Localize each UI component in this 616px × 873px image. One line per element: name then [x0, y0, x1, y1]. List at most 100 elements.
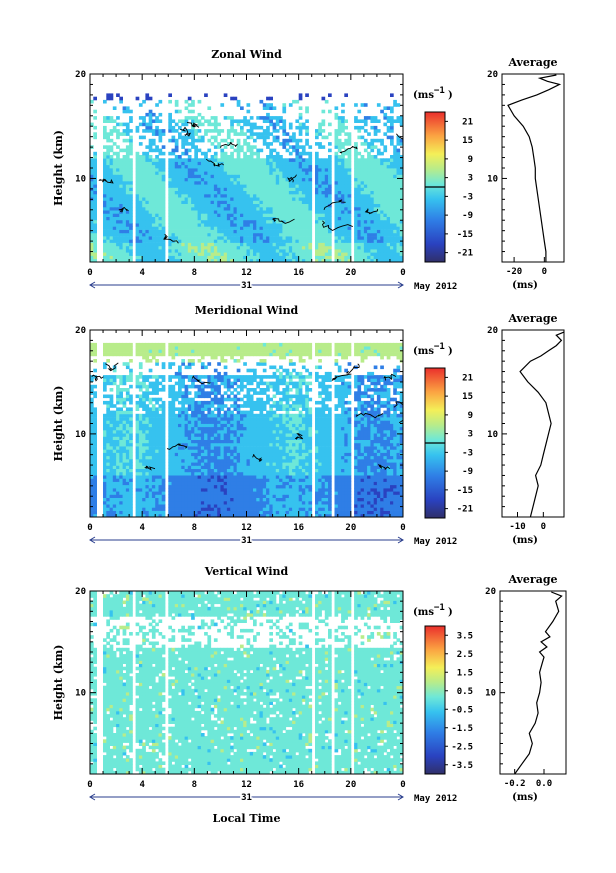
contour-line [98, 178, 114, 184]
contour-line [321, 220, 353, 232]
y-tick-label: 20 [75, 326, 86, 336]
contour-line [323, 199, 346, 210]
day-bar: 31 May 2012 [89, 792, 457, 805]
contour-line [166, 443, 188, 450]
colorbar: (ms −1) 21 15 9 3 -3 -9 -15 -21 [413, 342, 473, 519]
day-arrow-right [397, 281, 404, 289]
x-tick-label: 20 [345, 780, 356, 790]
avg-y-tick-label: 10 [487, 174, 498, 184]
colorbar-tick-label: 21 [462, 117, 473, 127]
x-tick-label: 8 [192, 523, 197, 533]
day-label: 31 [241, 536, 252, 546]
day-bar: 31 May 2012 [89, 280, 457, 293]
heatmap-cells [90, 93, 404, 263]
contour-line [163, 233, 179, 244]
contour-line [364, 208, 379, 215]
avg-y-tick-label: 10 [485, 689, 496, 699]
avg-x-tick-label: 0 [542, 267, 547, 277]
day-label: 31 [241, 793, 252, 803]
contour-line [272, 218, 295, 224]
contour-line [186, 121, 200, 128]
contour-line [377, 463, 391, 471]
x-tick-label: 0 [87, 780, 92, 790]
x-tick-label: 0 [400, 268, 405, 278]
chart-title: Meridional Wind [195, 304, 299, 317]
contour-line [383, 373, 397, 381]
colorbar-tick-label: 15 [462, 136, 473, 146]
y-tick-label: 20 [75, 587, 86, 597]
heatmap-cells [90, 591, 404, 775]
avg-x-tick-label: -0.2 [504, 779, 526, 789]
colorbar-tick-label: -9 [462, 467, 473, 477]
colorbar-tick-label: 15 [462, 392, 473, 402]
average-title: Average [507, 573, 557, 586]
colorbar-unit-close: ) [448, 346, 453, 357]
contour-line [345, 363, 360, 374]
contour-line [191, 375, 212, 384]
x-tick-label: 4 [139, 523, 145, 533]
colorbar-tick-label: -9 [462, 211, 473, 221]
day-arrow-left [89, 536, 96, 544]
day-bar: 31 May 2012 [89, 535, 457, 548]
y-tick-label: 10 [75, 689, 86, 699]
colorbar-unit: (ms [413, 90, 434, 101]
x-tick-label: 0 [87, 523, 92, 533]
colorbar-tick-label: -15 [457, 230, 473, 240]
colorbar-tick-label: -0.5 [451, 705, 473, 715]
y-tick-label: 20 [75, 70, 86, 80]
day-label: 31 [241, 281, 252, 291]
avg-x-tick-label: -20 [506, 267, 522, 277]
colorbar-tick-label: 21 [462, 373, 473, 383]
avg-y-tick-label: 20 [485, 587, 496, 597]
x-axis-title: Local Time [213, 812, 281, 825]
date-label: May 2012 [414, 794, 457, 804]
colorbar-tick-label: -21 [457, 505, 473, 515]
avg-x-tick-label: 0 [541, 522, 546, 532]
avg-y-tick-label: 20 [487, 70, 498, 80]
average-title: Average [507, 312, 557, 325]
x-tick-label: 8 [192, 268, 197, 278]
colorbar-tick-label: 9 [468, 411, 473, 421]
contour-line [331, 373, 352, 382]
date-label: May 2012 [414, 537, 457, 547]
colorbar-unit-exponent: −1 [434, 342, 445, 352]
colorbar-tick-label: 0.5 [457, 687, 473, 697]
contour-line [287, 174, 297, 183]
x-tick-label: 12 [241, 523, 252, 533]
day-arrow-right [397, 793, 404, 801]
average-profile: Average 20 10 -0.2 0.0 (ms) [485, 573, 567, 803]
y-axis-label: Height (km) [52, 130, 65, 206]
average-profile: Average 20 10 -20 0 (ms) [487, 56, 565, 291]
average-title: Average [507, 56, 557, 69]
contour-line [252, 454, 263, 462]
x-tick-label: 4 [139, 268, 145, 278]
contour-line [118, 206, 129, 213]
day-arrow-right [397, 536, 404, 544]
heatmap-cells [90, 342, 404, 518]
average-frame [501, 329, 565, 518]
x-tick-label: 16 [293, 523, 304, 533]
average-profile: Average 20 10 -10 0(ms) [487, 312, 565, 546]
x-tick-label: 0 [87, 268, 92, 278]
average-line [514, 591, 563, 775]
contour-line [105, 362, 119, 372]
colorbar-tick-label: -15 [457, 486, 473, 496]
average-line [519, 331, 565, 518]
colorbar-unit: (ms [413, 607, 434, 618]
x-tick-label: 4 [139, 780, 145, 790]
contour-line [180, 126, 192, 137]
colorbar-tick-label: 3 [468, 174, 473, 184]
x-axis: 0 4 8 12 16 20 0 [87, 591, 406, 790]
contour-line [144, 465, 156, 471]
colorbar-tick-label: 1.5 [457, 668, 473, 678]
colorbar-tick-label: 9 [468, 155, 473, 165]
colorbar-tick-label: 3.5 [457, 631, 473, 641]
day-arrow-left [89, 793, 96, 801]
colorbar-tick-label: -3 [462, 448, 473, 458]
